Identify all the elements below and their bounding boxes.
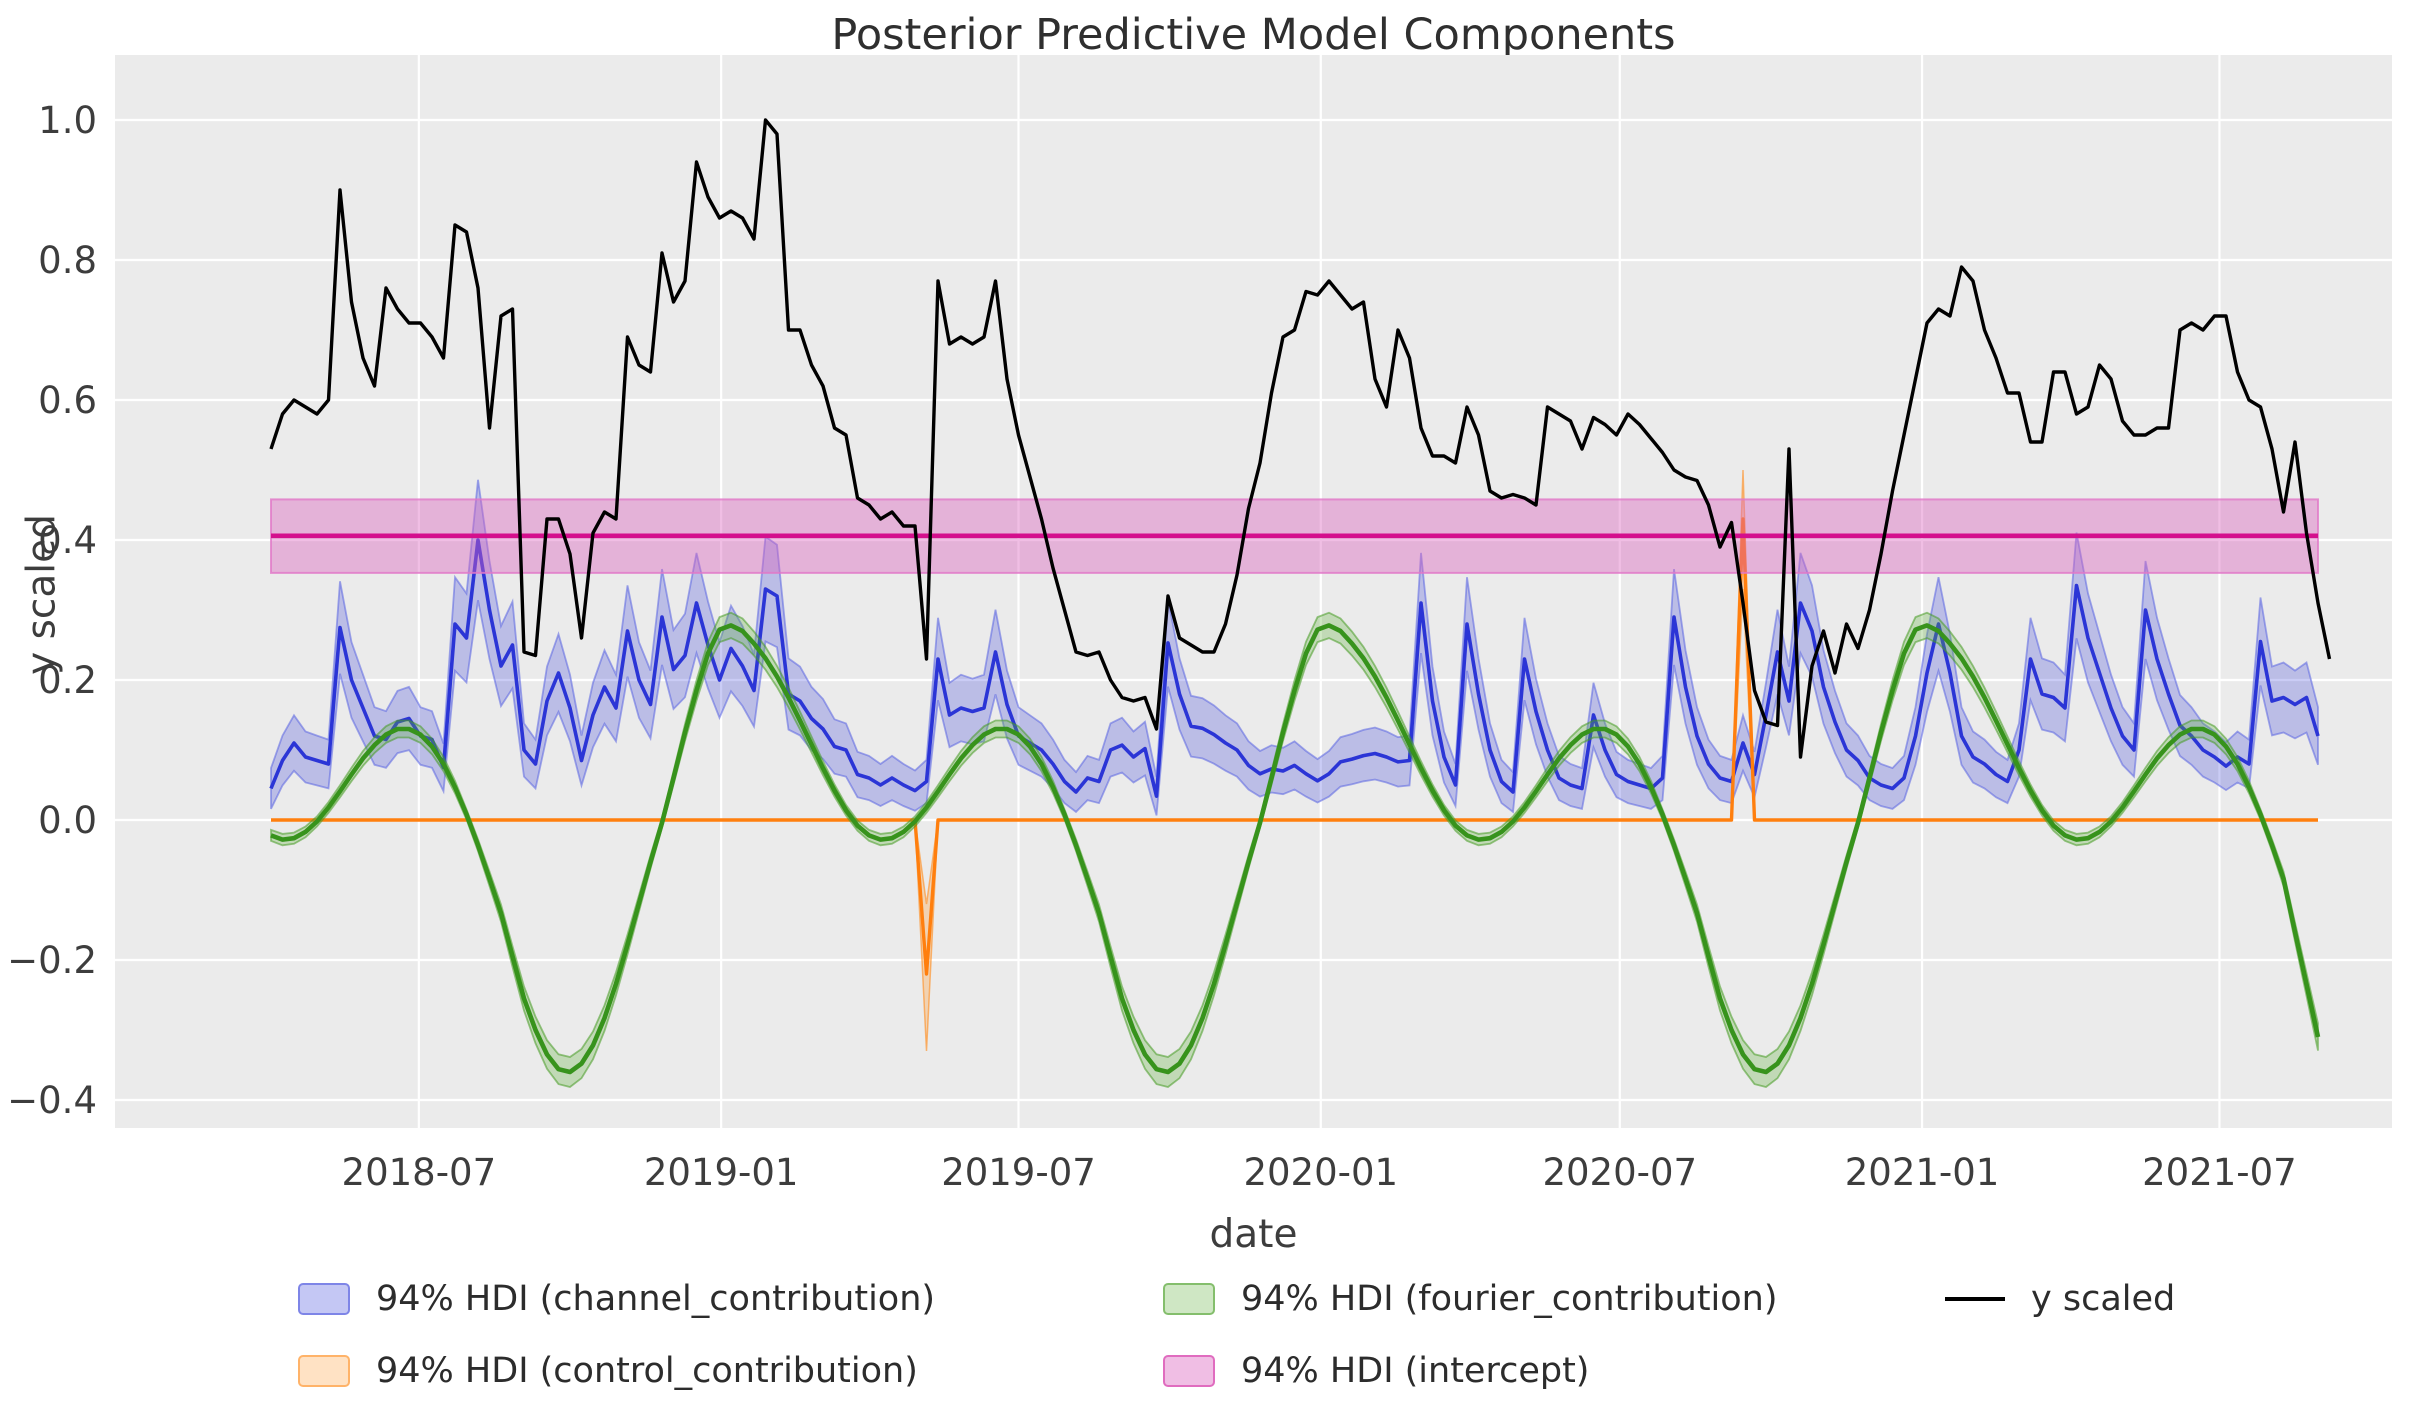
legend-label-channel: 94% HDI (channel_contribution) xyxy=(376,1279,936,1319)
chart-title: Posterior Predictive Model Components xyxy=(831,10,1676,60)
y-axis-label: y scaled xyxy=(19,514,65,675)
x-tick-label-2020-07: 2020-07 xyxy=(1542,1151,1697,1194)
y-scaled-line xyxy=(269,118,2332,759)
control-hdi-swatch-icon xyxy=(298,1355,350,1387)
legend-label-intercept: 94% HDI (intercept) xyxy=(1241,1351,1590,1391)
fourier-contribution-mean-line xyxy=(270,623,2321,1075)
y-scaled-line-swatch-icon xyxy=(1945,1297,2005,1301)
x-tick-label-2018-07: 2018-07 xyxy=(342,1151,497,1194)
fourier-hdi-swatch-icon xyxy=(1163,1283,1215,1315)
y-tick-label-0.8: 0.8 xyxy=(38,239,97,282)
x-axis-label: date xyxy=(1209,1212,1298,1257)
legend-item-channel-contribution: 94% HDI (channel_contribution) xyxy=(298,1279,935,1319)
y-tick-label-0.2: 0.2 xyxy=(38,659,97,702)
y-tick-label-−0.2: −0.2 xyxy=(7,939,97,982)
intercept-hdi-swatch-icon xyxy=(1163,1355,1215,1387)
x-tick-label-2021-01: 2021-01 xyxy=(1845,1151,2000,1194)
legend-item-control-contribution: 94% HDI (control_contribution) xyxy=(298,1351,918,1391)
y-tick-label-0.0: 0.0 xyxy=(38,799,97,842)
channel-contribution-hdi-band xyxy=(270,479,2319,816)
x-tick-label-2019-07: 2019-07 xyxy=(941,1151,1096,1194)
x-tick-label-2020-01: 2020-01 xyxy=(1243,1151,1398,1194)
y-tick-label-−0.4: −0.4 xyxy=(7,1079,97,1122)
legend-label-control: 94% HDI (control_contribution) xyxy=(376,1351,918,1391)
legend-item-y-scaled: y scaled xyxy=(1945,1279,2175,1319)
legend-label-fourier: 94% HDI (fourier_contribution) xyxy=(1241,1279,1778,1319)
y-tick-label-1.0: 1.0 xyxy=(38,99,97,142)
legend-label-y-scaled: y scaled xyxy=(2031,1279,2176,1319)
channel-hdi-swatch-icon xyxy=(298,1283,350,1315)
x-tick-label-2021-07: 2021-07 xyxy=(2142,1151,2297,1194)
y-tick-label-0.6: 0.6 xyxy=(38,379,97,422)
control-contribution-mean-line xyxy=(271,517,2318,976)
legend-item-intercept: 94% HDI (intercept) xyxy=(1163,1351,1589,1391)
y-tick-label-0.4: 0.4 xyxy=(38,519,97,562)
x-tick-label-2019-01: 2019-01 xyxy=(644,1151,799,1194)
legend-item-fourier-contribution: 94% HDI (fourier_contribution) xyxy=(1163,1279,1778,1319)
fourier-contribution-hdi-band xyxy=(270,611,2319,1088)
channel-contribution-mean-line xyxy=(269,538,2320,798)
